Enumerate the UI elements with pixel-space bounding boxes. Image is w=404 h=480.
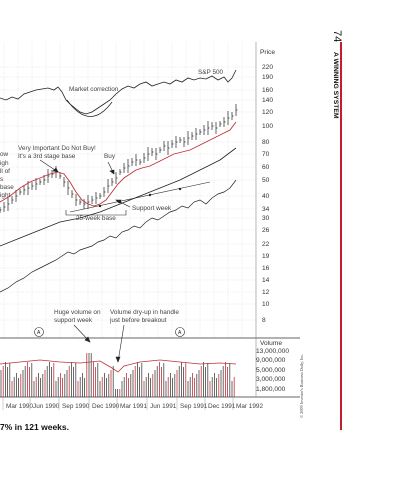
- svg-text:A: A: [178, 330, 182, 336]
- dry-up-label-2: just before breakout: [109, 317, 167, 324]
- month-label: Mar 1992: [236, 403, 263, 410]
- month-label: Mar 1991: [120, 403, 147, 410]
- price-tick-label: 80: [262, 139, 270, 146]
- price-tick-label: 16: [262, 265, 270, 272]
- correction-arc: [66, 99, 113, 117]
- left-fragment-1: ow: [0, 151, 9, 158]
- chart-grid: [0, 42, 256, 338]
- moving-average-50: [0, 121, 237, 207]
- left-fragment-4: s: [0, 176, 3, 183]
- relative-strength-line: [0, 179, 237, 293]
- price-tick-label: 100: [262, 123, 273, 130]
- month-label: Sep 1991: [180, 403, 208, 410]
- stock-chart: 220 190 160 140 120 100 80 70 60 50 40 34 30 26 22 19 16…: [0, 42, 300, 412]
- month-label: Mar 1990: [6, 403, 33, 410]
- event-marker-icon: A: [34, 327, 44, 337]
- volume-bars: [0, 353, 235, 397]
- price-tick-label: 12: [262, 289, 270, 296]
- support-week-label: Support week: [132, 205, 172, 212]
- sp500-label: S&P 500: [198, 69, 224, 76]
- left-fragment-3: ll of: [0, 168, 10, 175]
- month-label: Dec 1991: [208, 403, 236, 410]
- third-stage-label: It's a 3rd stage base: [18, 153, 76, 160]
- price-tick-label: 22: [262, 241, 270, 248]
- month-label: Jun 1991: [150, 403, 177, 410]
- price-tick-label: 140: [262, 97, 273, 104]
- left-fragment-6: ight: [0, 192, 11, 199]
- price-tick-label: 50: [262, 177, 270, 184]
- price-tick-label: 160: [262, 87, 273, 94]
- huge-volume-label-2: support week: [54, 317, 93, 324]
- volume-tick-label: 9,000,000: [256, 357, 286, 364]
- price-ticks: 220 190 160 140 120 100 80 70 60 50 40 34 30 26 22 19 16…: [262, 64, 273, 324]
- dry-up-label-1: Volume dry-up in handle: [110, 309, 179, 316]
- svg-text:A: A: [37, 330, 41, 336]
- price-tick-label: 120: [262, 109, 273, 116]
- red-margin-rule: [340, 42, 342, 430]
- price-tick-label: 14: [262, 277, 270, 284]
- price-tick-label: 220: [262, 64, 273, 71]
- svg-text:© 2009 Investor's Business Dai: © 2009 Investor's Business Daily, Inc.: [299, 354, 305, 418]
- figure-caption: 7% in 121 weeks.: [0, 422, 69, 432]
- buy-label: Buy: [104, 153, 116, 160]
- price-tick-label: 26: [262, 227, 270, 234]
- left-fragment-2: igh: [0, 160, 9, 167]
- price-tick-label: 34: [262, 206, 270, 213]
- volume-title: Volume: [260, 340, 282, 347]
- price-tick-label: 8: [262, 317, 266, 324]
- price-tick-label: 60: [262, 164, 270, 171]
- volume-tick-label: 13,000,000: [256, 348, 289, 355]
- volume-ticks: 13,000,000 9,000,000 5,000,000 3,000,000 1,8…: [256, 348, 289, 393]
- volume-tick-label: 5,000,000: [256, 367, 286, 374]
- page-header: 74 A WINNING SYSTEM: [328, 28, 348, 168]
- huge-volume-label-1: Huge volume on: [54, 309, 101, 316]
- volume-tick-label: 3,000,000: [256, 376, 286, 383]
- price-tick-label: 10: [262, 301, 270, 308]
- volume-tick-label: 1,800,000: [256, 386, 286, 393]
- page-header-svg: 74 A WINNING SYSTEM: [331, 30, 343, 119]
- base-bracket: [65, 210, 127, 216]
- base-25-label: 25-week base: [76, 215, 116, 222]
- event-marker-icon: A: [175, 327, 185, 337]
- price-title: Price: [260, 49, 275, 56]
- copyright-svg: © 2009 Investor's Business Daily, Inc.: [299, 354, 305, 418]
- month-label: Dec 1990: [92, 403, 120, 410]
- annotation-arrows: [39, 159, 131, 363]
- copyright-notice: © 2009 Investor's Business Daily, Inc.: [298, 330, 306, 420]
- page-running-head: A WINNING SYSTEM: [332, 52, 339, 119]
- price-tick-label: 40: [262, 193, 270, 200]
- chart-svg: 220 190 160 140 120 100 80 70 60 50 40 34 30 26 22 19 16…: [0, 42, 300, 410]
- market-correction-label: Market correction: [69, 86, 119, 93]
- month-label: Jun 1990: [33, 403, 60, 410]
- month-axis: Mar 1990 Jun 1990 Sep 1990 Dec 1990 Mar 1991…: [2, 397, 263, 410]
- price-tick-label: 30: [262, 215, 270, 222]
- very-important-label: Very Important Do Not Buy!: [18, 145, 96, 152]
- left-fragment-5: base: [0, 184, 14, 191]
- price-bars: [0, 104, 238, 213]
- price-tick-label: 19: [262, 253, 270, 260]
- price-tick-label: 70: [262, 151, 270, 158]
- page-number: 74: [331, 30, 343, 42]
- volume-average-line: [0, 359, 237, 373]
- moving-average-200: [0, 147, 237, 247]
- price-tick-label: 190: [262, 74, 273, 81]
- sp500-line: [0, 69, 237, 115]
- month-label: Sep 1990: [62, 403, 90, 410]
